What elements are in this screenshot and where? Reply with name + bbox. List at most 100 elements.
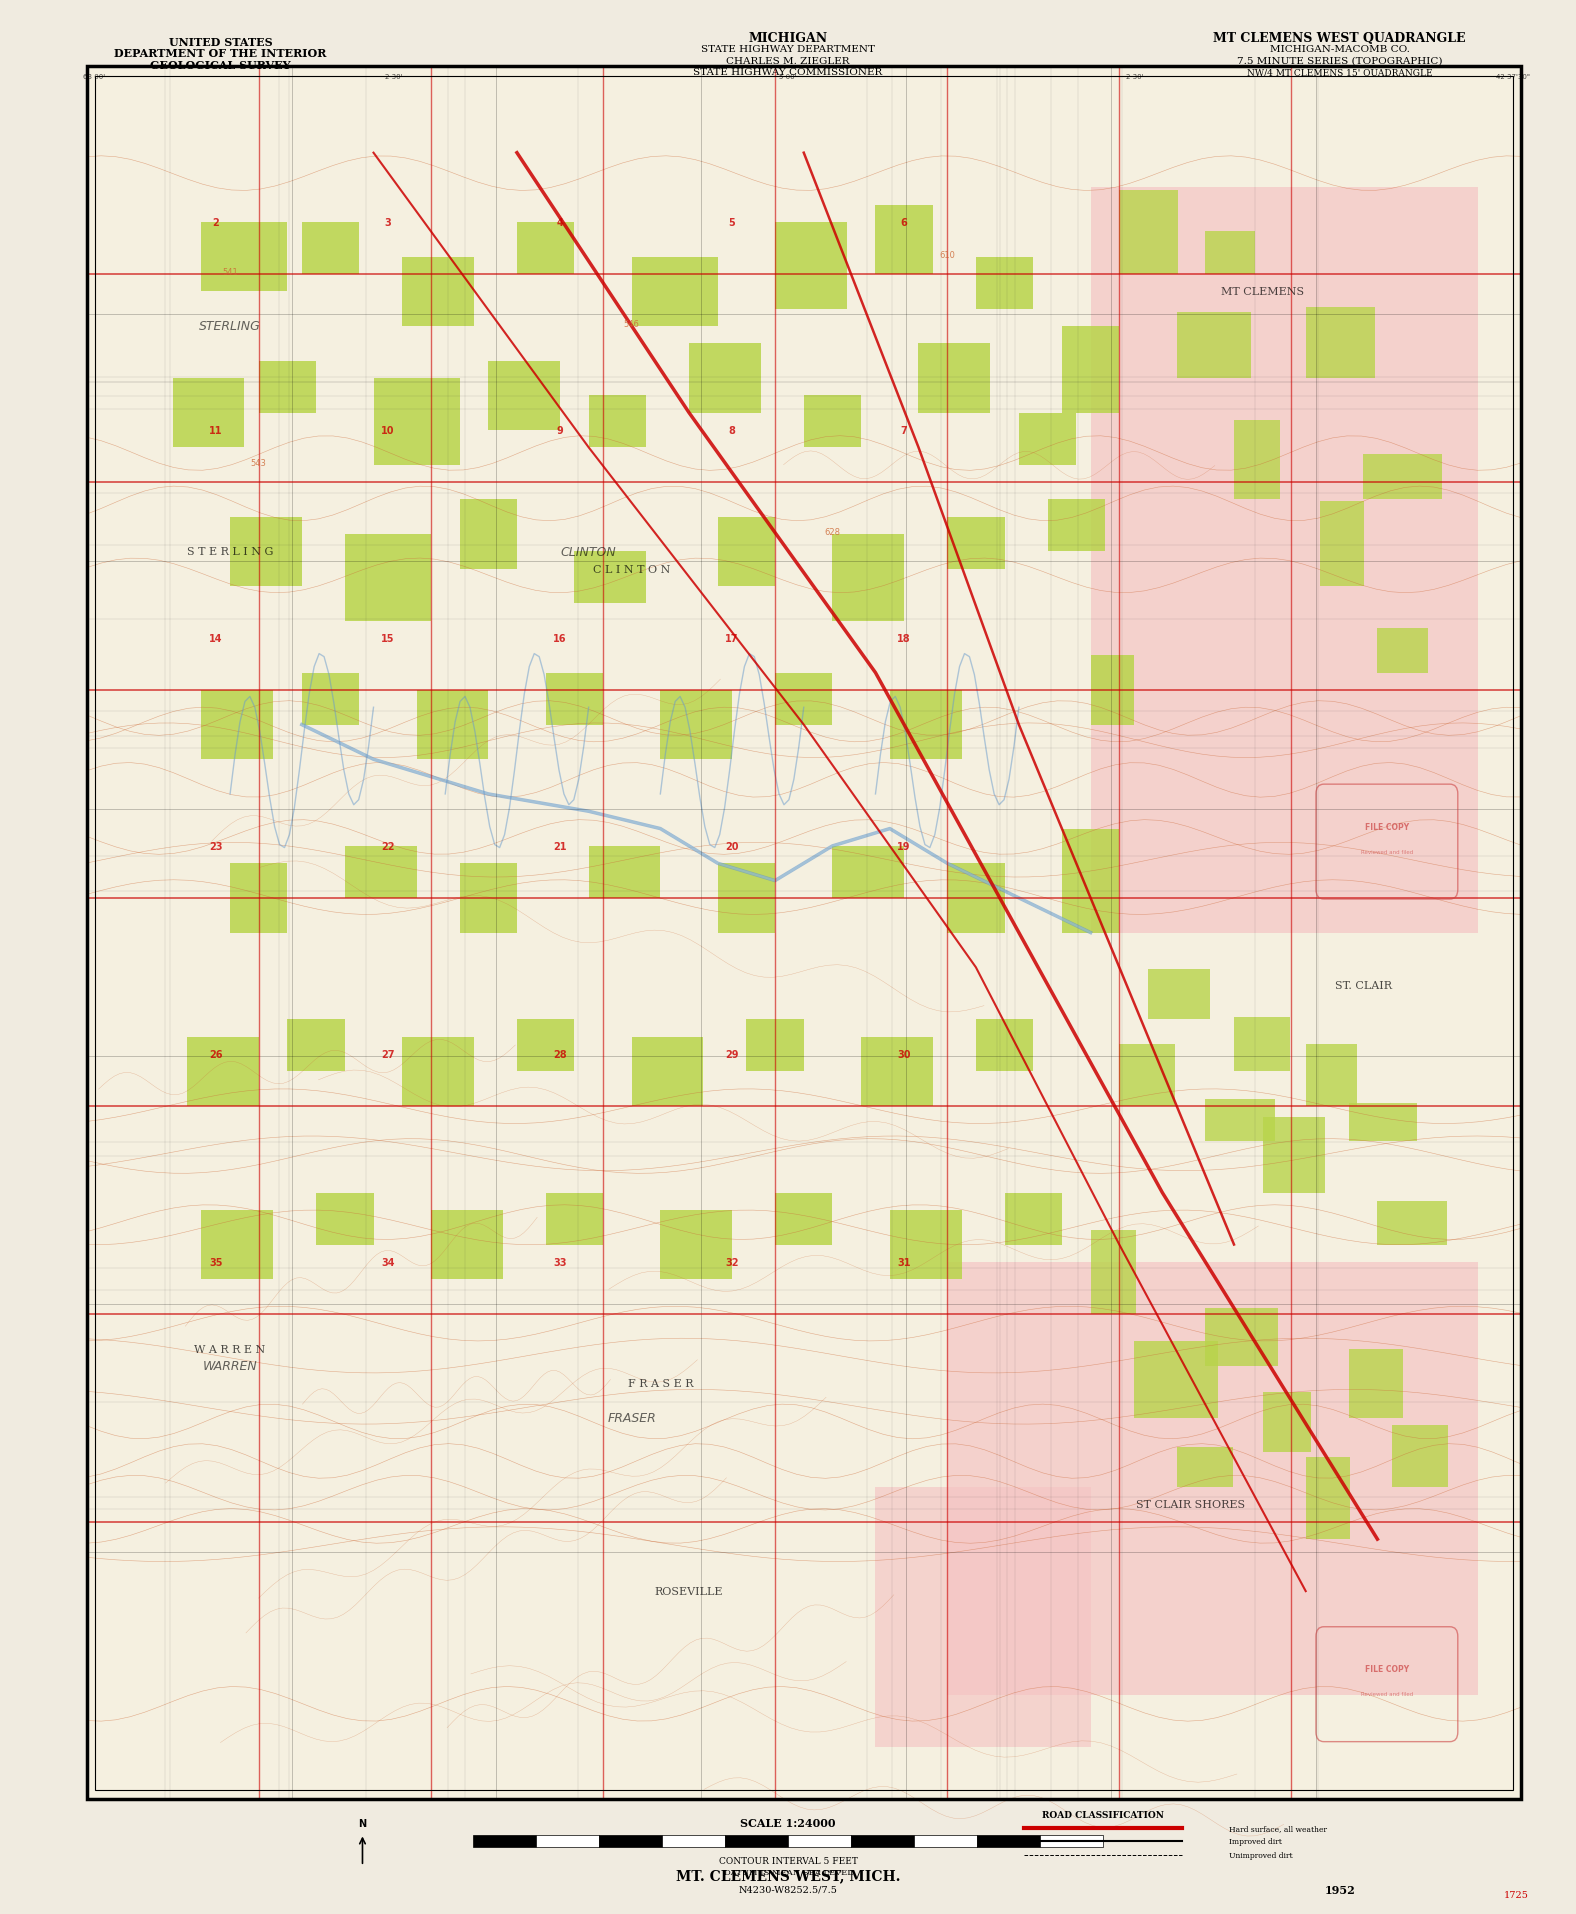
Bar [95, 77, 1513, 1790]
Bar [632, 1037, 703, 1106]
Bar [1321, 501, 1363, 586]
Bar [301, 674, 359, 725]
Bar [947, 863, 1004, 934]
Text: Hard surface, all weather: Hard surface, all weather [1229, 1824, 1327, 1832]
Text: STATE HIGHWAY DEPARTMENT: STATE HIGHWAY DEPARTMENT [701, 46, 875, 54]
Text: 546: 546 [624, 320, 640, 329]
Text: STERLING: STERLING [199, 320, 262, 333]
Text: MT. CLEMENS WEST, MICH.: MT. CLEMENS WEST, MICH. [676, 1868, 900, 1883]
Bar [775, 674, 832, 725]
Text: 15: 15 [381, 634, 394, 643]
Bar [588, 846, 660, 898]
Text: S T E R L I N G: S T E R L I N G [188, 547, 273, 557]
Text: 63 00': 63 00' [84, 73, 106, 80]
Bar [416, 691, 489, 760]
Text: 543: 543 [251, 457, 266, 467]
Text: FRASER: FRASER [607, 1413, 656, 1424]
Text: FILE COPY: FILE COPY [1365, 823, 1409, 831]
Bar [1349, 1349, 1403, 1418]
Text: STATE HIGHWAY COMMISSIONER: STATE HIGHWAY COMMISSIONER [693, 69, 883, 77]
Bar [1048, 500, 1105, 551]
Text: DATUM IS MEAN SEA LEVEL: DATUM IS MEAN SEA LEVEL [723, 1868, 853, 1876]
Text: 26: 26 [210, 1049, 222, 1058]
Text: 2 30': 2 30' [1125, 73, 1144, 80]
Bar [1206, 232, 1254, 276]
Bar [660, 1210, 731, 1279]
Bar [775, 1192, 832, 1244]
Bar [258, 362, 317, 413]
Text: MT CLEMENS WEST QUADRANGLE: MT CLEMENS WEST QUADRANGLE [1214, 33, 1466, 44]
Bar [1119, 1045, 1176, 1106]
Text: C L I N T O N: C L I N T O N [593, 565, 670, 574]
Text: 27: 27 [381, 1049, 394, 1058]
Bar [588, 396, 646, 448]
Text: 31: 31 [897, 1257, 911, 1267]
Bar [1018, 413, 1076, 465]
Text: UNITED STATES: UNITED STATES [169, 36, 273, 48]
Text: MICHIGAN: MICHIGAN [749, 33, 827, 44]
Bar [402, 258, 474, 327]
Bar [875, 205, 933, 276]
Bar [660, 691, 731, 760]
Text: Unimproved dirt: Unimproved dirt [1229, 1851, 1292, 1858]
Bar [1392, 1426, 1448, 1487]
Bar [202, 222, 287, 293]
Bar [775, 222, 846, 310]
Bar [1147, 970, 1209, 1020]
Text: 18: 18 [897, 634, 911, 643]
Bar [919, 345, 990, 413]
Bar [1119, 191, 1179, 276]
Bar [947, 1261, 1478, 1696]
Text: 33: 33 [553, 1257, 567, 1267]
Bar [402, 1037, 474, 1106]
Bar [1004, 1192, 1062, 1244]
Text: 1725: 1725 [1504, 1889, 1529, 1899]
Bar [230, 863, 287, 934]
Bar [1177, 1447, 1232, 1487]
Bar [788, 1836, 851, 1847]
Bar [1262, 1118, 1325, 1192]
Bar [1305, 1457, 1351, 1539]
Bar [345, 534, 430, 622]
Text: 2: 2 [213, 218, 219, 228]
Text: WARREN: WARREN [203, 1359, 257, 1372]
Bar [717, 517, 775, 586]
Text: 7: 7 [901, 425, 908, 436]
Text: 16: 16 [553, 634, 567, 643]
Bar [1133, 1342, 1218, 1418]
Bar [287, 1020, 345, 1072]
Text: 5 00': 5 00' [779, 73, 797, 80]
Text: 3: 3 [385, 218, 391, 228]
Text: Reviewed and filed: Reviewed and filed [1360, 1692, 1414, 1696]
Bar [202, 1210, 273, 1279]
Bar [875, 1487, 1091, 1747]
Bar [832, 846, 905, 898]
Text: 19: 19 [897, 842, 911, 852]
Text: CONTOUR INTERVAL 5 FEET: CONTOUR INTERVAL 5 FEET [719, 1857, 857, 1864]
Text: 1952: 1952 [1324, 1883, 1355, 1895]
Bar [1377, 1202, 1447, 1244]
Text: F R A S E R: F R A S E R [627, 1378, 693, 1388]
Text: 4: 4 [556, 218, 563, 228]
Text: Reviewed and filed: Reviewed and filed [1360, 850, 1414, 854]
Bar [489, 362, 559, 431]
Text: 628: 628 [824, 528, 840, 536]
Bar [188, 1037, 258, 1106]
Text: CHARLES M. ZIEGLER: CHARLES M. ZIEGLER [727, 57, 849, 65]
Bar [1091, 1231, 1136, 1315]
Text: 17: 17 [725, 634, 739, 643]
Bar [1177, 314, 1251, 379]
Bar [860, 1037, 933, 1106]
Text: FILE COPY: FILE COPY [1365, 1665, 1409, 1673]
Text: 30: 30 [897, 1049, 911, 1058]
Bar [536, 1836, 599, 1847]
Bar [747, 1020, 804, 1072]
Bar [1206, 1309, 1278, 1367]
Bar [632, 258, 717, 327]
Text: MT CLEMENS: MT CLEMENS [1221, 287, 1305, 297]
Text: 11: 11 [210, 425, 222, 436]
Bar [1040, 1836, 1103, 1847]
Text: 14: 14 [210, 634, 222, 643]
Bar [230, 517, 301, 586]
Bar [662, 1836, 725, 1847]
